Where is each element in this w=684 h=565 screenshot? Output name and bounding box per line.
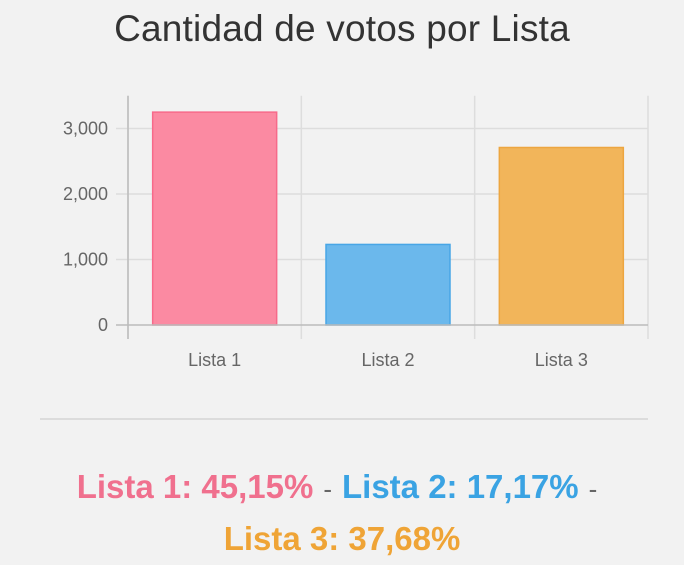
x-tick-label: Lista 2 [361, 350, 414, 370]
percentage-summary: Lista 1: 45,15% - Lista 2: 17,17% - Lista 3:… [0, 462, 684, 564]
y-tick-label: 0 [98, 315, 108, 335]
y-tick-label: 2,000 [63, 184, 108, 204]
summary-lista-1: Lista 1: 45,15% [76, 468, 314, 505]
bar-lista-3 [498, 146, 625, 326]
bars [151, 111, 625, 326]
summary-separator: - [588, 474, 598, 504]
divider [40, 418, 648, 420]
y-tick-label: 1,000 [63, 250, 108, 270]
bar-chart: 0 1,000 2,000 3,000 Lista 1 Lista 2 Lista 3 [63, 95, 649, 371]
x-tick-label: Lista 1 [188, 350, 241, 370]
axes [116, 95, 648, 339]
summary-separator: - [323, 474, 332, 504]
y-tick-label: 3,000 [63, 119, 108, 139]
summary-lista-3: Lista 3: 37,68% [223, 520, 461, 557]
chart-title: Cantidad de votos por Lista [114, 8, 570, 49]
bar-lista-2 [325, 243, 451, 326]
tick-labels: 0 1,000 2,000 3,000 Lista 1 Lista 2 Lista 3 [63, 119, 588, 371]
x-tick-label: Lista 3 [535, 350, 588, 370]
bar-lista-1 [151, 111, 278, 326]
summary-lista-2: Lista 2: 17,17% [342, 468, 579, 505]
